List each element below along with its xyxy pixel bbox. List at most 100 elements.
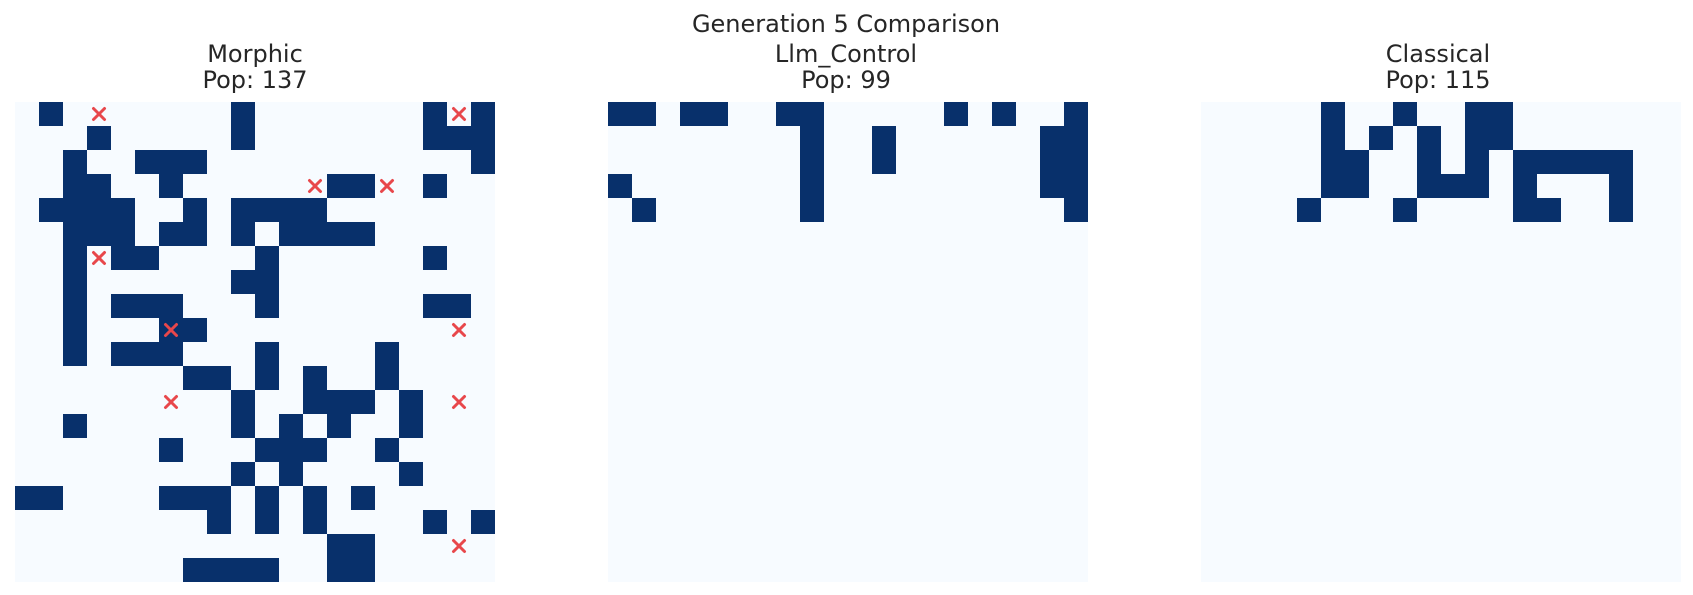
alive-cell (279, 198, 303, 222)
alive-cell (1465, 174, 1489, 198)
alive-cell (375, 342, 399, 366)
alive-cell (872, 150, 896, 174)
alive-cell (327, 534, 351, 558)
alive-cell (63, 294, 87, 318)
alive-cell (39, 486, 63, 510)
alive-cell (632, 102, 656, 126)
alive-cell (231, 222, 255, 246)
alive-cell (159, 294, 183, 318)
panel-pop-morphic: Pop: 137 (202, 66, 307, 94)
alive-cell (159, 222, 183, 246)
alive-cell (159, 174, 183, 198)
alive-cell (632, 198, 656, 222)
alive-cell (183, 366, 207, 390)
alive-cell (800, 126, 824, 150)
alive-cell (327, 414, 351, 438)
alive-cell (279, 462, 303, 486)
alive-cell (1297, 198, 1321, 222)
alive-cell (63, 270, 87, 294)
alive-cell (231, 390, 255, 414)
figure-title: Generation 5 Comparison (692, 10, 1000, 38)
alive-cell (447, 294, 471, 318)
heatmap-grid-morphic (15, 102, 495, 582)
alive-cell (1513, 174, 1537, 198)
alive-cell (1537, 150, 1561, 174)
alive-cell (608, 174, 632, 198)
alive-cell (872, 126, 896, 150)
alive-cell (944, 102, 968, 126)
alive-cell (159, 150, 183, 174)
alive-cell (1513, 198, 1537, 222)
alive-cell (1345, 174, 1369, 198)
alive-cell (1585, 150, 1609, 174)
alive-cell (1609, 198, 1633, 222)
alive-cell (231, 102, 255, 126)
alive-cell (423, 294, 447, 318)
alive-cell (63, 150, 87, 174)
alive-cell (63, 414, 87, 438)
alive-cell (255, 438, 279, 462)
alive-cell (399, 390, 423, 414)
alive-cell (1489, 102, 1513, 126)
alive-cell (471, 102, 495, 126)
alive-cell (1064, 102, 1088, 126)
alive-cell (279, 438, 303, 462)
alive-cell (423, 126, 447, 150)
alive-cell (255, 486, 279, 510)
alive-cell (1040, 174, 1064, 198)
alive-cell (183, 150, 207, 174)
alive-cell (255, 558, 279, 582)
alive-cell (704, 102, 728, 126)
alive-cell (1040, 150, 1064, 174)
alive-cell (351, 486, 375, 510)
alive-cell (1513, 150, 1537, 174)
alive-cell (183, 486, 207, 510)
alive-cell (608, 102, 632, 126)
alive-cell (63, 222, 87, 246)
alive-cell (800, 198, 824, 222)
panel-title-llm-control: Llm_Control (775, 40, 917, 68)
alive-cell (15, 486, 39, 510)
alive-cell (776, 102, 800, 126)
alive-cell (423, 174, 447, 198)
alive-cell (111, 294, 135, 318)
alive-cell (231, 126, 255, 150)
alive-cell (1465, 150, 1489, 174)
alive-cell (303, 366, 327, 390)
panel-pop-llm-control: Pop: 99 (801, 66, 891, 94)
alive-cell (351, 534, 375, 558)
alive-cell (111, 246, 135, 270)
alive-cell (207, 510, 231, 534)
alive-cell (423, 246, 447, 270)
alive-cell (1393, 102, 1417, 126)
alive-cell (135, 342, 159, 366)
alive-cell (135, 294, 159, 318)
alive-cell (303, 486, 327, 510)
alive-cell (1417, 126, 1441, 150)
alive-cell (39, 102, 63, 126)
alive-cell (1321, 150, 1345, 174)
alive-cell (231, 270, 255, 294)
x-marker (92, 251, 106, 265)
alive-cell (111, 198, 135, 222)
alive-cell (183, 222, 207, 246)
alive-cell (87, 174, 111, 198)
alive-cell (1609, 150, 1633, 174)
alive-cell (1441, 174, 1465, 198)
alive-cell (87, 222, 111, 246)
alive-cell (303, 390, 327, 414)
alive-cell (63, 198, 87, 222)
alive-cell (1369, 126, 1393, 150)
alive-cell (183, 318, 207, 342)
x-marker (380, 179, 394, 193)
alive-cell (471, 126, 495, 150)
alive-cell (1465, 102, 1489, 126)
alive-cell (327, 558, 351, 582)
alive-cell (992, 102, 1016, 126)
alive-cell (279, 414, 303, 438)
alive-cell (327, 222, 351, 246)
alive-cell (327, 174, 351, 198)
alive-cell (800, 150, 824, 174)
alive-cell (255, 198, 279, 222)
x-marker (164, 323, 178, 337)
